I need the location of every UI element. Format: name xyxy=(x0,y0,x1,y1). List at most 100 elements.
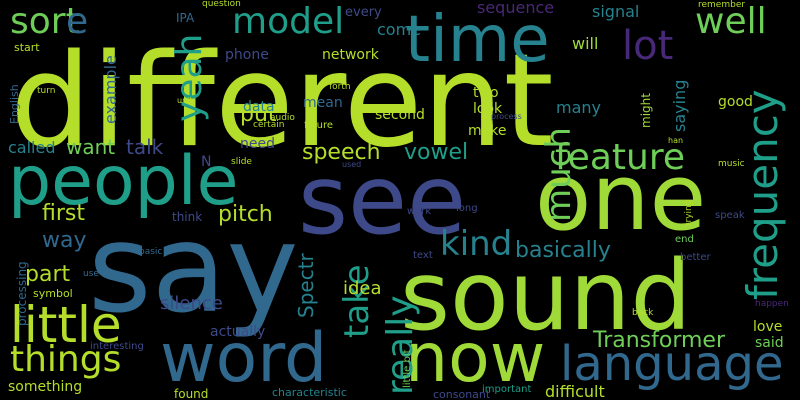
word-one: one xyxy=(535,144,707,251)
word-will: will xyxy=(572,34,599,53)
word-kind: kind xyxy=(440,224,513,264)
word-text: text xyxy=(413,250,433,261)
word-characteristic: characteristic xyxy=(272,386,347,399)
word-phone: phone xyxy=(225,47,269,63)
word-audio: audio xyxy=(270,113,295,123)
word-language: language xyxy=(560,336,784,392)
word-saying: saying xyxy=(670,79,689,132)
word-model: model xyxy=(232,1,345,42)
word-yeah: yeah xyxy=(169,33,210,122)
word-basically: basically xyxy=(515,238,611,263)
word-love: love xyxy=(753,319,783,335)
word-difficult: difficult xyxy=(545,382,605,400)
word-see: see xyxy=(298,144,467,256)
word-better: better xyxy=(680,252,711,263)
word-unit: unit xyxy=(177,96,193,105)
word-use: use xyxy=(83,269,99,279)
word-silence: silence xyxy=(160,293,223,314)
word-frequency: frequency xyxy=(738,89,787,300)
word-really: really xyxy=(380,295,421,395)
word-second: second xyxy=(375,107,425,123)
word-spectr: Spectr xyxy=(294,253,318,318)
word-forth: forth xyxy=(329,82,351,92)
word-put: put xyxy=(240,102,277,127)
word-actually: actually xyxy=(210,324,266,340)
word-data: data xyxy=(243,99,275,115)
word-happen: happen xyxy=(755,299,789,309)
word-every: every xyxy=(345,5,382,20)
word-used: used xyxy=(342,160,362,169)
word-talk: talk xyxy=(126,135,164,159)
word-come: come xyxy=(377,20,422,39)
word-end: end xyxy=(675,234,694,245)
word-n: N xyxy=(201,154,212,170)
word-lot: lot xyxy=(622,23,674,69)
word-english: English xyxy=(8,84,21,124)
word-good: good xyxy=(718,94,753,110)
word-said: said xyxy=(755,335,784,351)
word-symbol: symbol xyxy=(33,287,73,300)
word-well: well xyxy=(695,1,767,42)
word-consonant: consonant xyxy=(433,388,491,400)
word-sequence: sequence xyxy=(477,0,555,17)
word-two: two xyxy=(473,85,499,101)
word-important: important xyxy=(482,384,532,395)
word-vowel: vowel xyxy=(404,140,469,165)
word-take: take xyxy=(337,264,377,338)
word-speech: speech xyxy=(302,140,381,165)
word-found: found xyxy=(174,387,209,400)
word-something: something xyxy=(8,379,83,395)
word-want: want xyxy=(66,135,116,159)
word-trying: trying xyxy=(684,199,694,226)
word-feature: feature xyxy=(555,137,685,178)
word-different: different xyxy=(10,27,554,176)
word-slide: slide xyxy=(231,157,252,167)
word-network: network xyxy=(322,47,379,63)
word-processing: processing xyxy=(15,261,29,326)
word-little-bit: little bit xyxy=(402,349,413,388)
word-process: process xyxy=(491,112,522,121)
word-signal: signal xyxy=(592,2,640,21)
word-little: little xyxy=(10,296,122,354)
word-might: might xyxy=(639,93,653,128)
word-make: make xyxy=(468,123,507,139)
word-music: music xyxy=(718,159,745,169)
word-idea: idea xyxy=(343,278,382,299)
word-word: word xyxy=(160,319,328,398)
word-mean: mean xyxy=(303,95,343,111)
word-sound: sound xyxy=(400,240,692,352)
word-say: say xyxy=(88,198,299,340)
word-turn: turn xyxy=(37,86,56,96)
word-part: part xyxy=(25,262,71,287)
word-sort: sort xyxy=(10,1,80,42)
word-certain: certain xyxy=(253,120,285,130)
word-things: things xyxy=(10,339,122,380)
word-time: time xyxy=(405,3,550,77)
word-now: now xyxy=(405,319,546,398)
word-look: look xyxy=(473,101,503,117)
word-figure: figure xyxy=(304,120,334,131)
word-transformer: Transformer xyxy=(593,328,726,353)
word-much: much xyxy=(539,127,579,222)
word-ipa: IPA xyxy=(176,11,195,25)
word-example: example xyxy=(101,55,120,124)
word-people: people xyxy=(8,142,239,221)
word-work: work xyxy=(407,206,432,217)
word-back: back xyxy=(632,308,654,318)
word-start: start xyxy=(14,41,40,54)
word-long: long xyxy=(456,203,478,214)
word-way: way xyxy=(42,228,87,253)
word-interesting: interesting xyxy=(90,341,144,352)
word-remember: remember xyxy=(698,0,746,10)
word-first: first xyxy=(42,201,85,226)
word-need: need xyxy=(240,136,275,152)
word-han: han xyxy=(668,136,684,145)
word-many: many xyxy=(556,98,601,117)
word-called: called xyxy=(8,138,56,157)
word-basic: basic xyxy=(139,247,163,257)
word-speak: speak xyxy=(715,210,745,221)
word-question: question xyxy=(202,0,241,9)
word-pitch: pitch xyxy=(218,202,273,227)
word-think: think xyxy=(172,210,203,224)
